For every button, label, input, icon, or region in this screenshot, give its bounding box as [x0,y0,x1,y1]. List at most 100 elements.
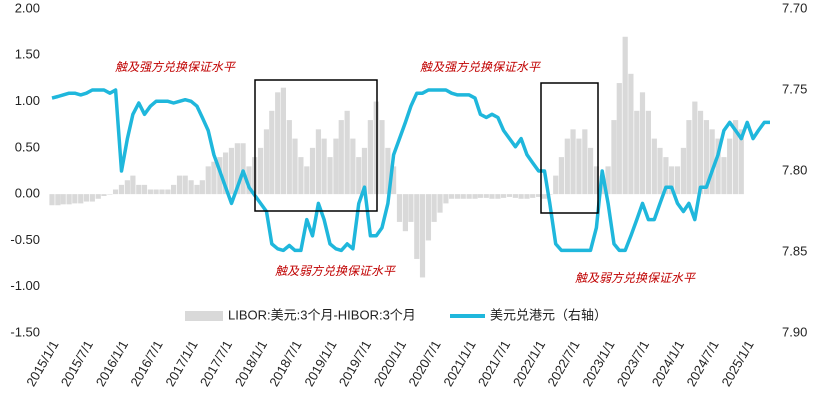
bar [194,184,200,195]
bar [622,36,628,195]
y-tick-label: -1.00 [10,278,40,293]
x-tick-label: 2021/1/1 [440,338,478,389]
bar [49,194,55,206]
bar [304,166,310,195]
bar [257,147,264,195]
bar [535,194,542,197]
bar [83,194,90,202]
x-tick-label: 2016/7/1 [127,338,165,389]
x-tick-label: 2022/1/1 [510,338,548,389]
bar [275,92,281,195]
bar [147,189,153,195]
bar [78,194,84,204]
bar [495,194,501,199]
bar [466,194,472,199]
x-tick-label: 2017/7/1 [197,338,235,389]
bar [489,194,495,199]
bar [419,194,426,278]
bar [721,157,727,195]
bar [587,147,594,195]
bar [361,147,368,195]
bar [130,175,136,195]
bar [634,110,640,195]
annotation: 触及弱方兑换保证水平 [575,271,697,285]
bar [344,110,350,195]
bar [390,166,397,195]
bar [692,101,698,195]
bar [449,194,455,199]
highlight-box [254,79,378,212]
bar [240,143,246,195]
bar [593,166,600,195]
x-tick-label: 2018/7/1 [266,338,304,389]
bar [472,194,478,199]
bar [136,184,142,195]
bar [639,92,646,195]
bar [680,147,687,195]
y-tick-label: 2.00 [15,0,40,15]
bar [663,157,669,195]
bar [141,184,148,195]
bar [518,194,524,199]
bar [396,194,403,222]
bar [234,143,240,195]
x-tick-label: 2022/7/1 [544,338,582,389]
bar [222,152,229,195]
x-tick-label: 2020/7/1 [405,338,443,389]
bar [199,180,205,195]
bar [112,189,119,195]
bar [350,138,356,195]
bar [101,194,107,196]
bar [55,194,61,206]
bar [165,189,171,195]
x-tick-label: 2021/7/1 [475,338,513,389]
bar [408,194,414,222]
x-tick-label: 2025/1/1 [718,338,756,389]
bar [124,180,130,195]
bar [460,194,466,199]
bar [506,194,513,197]
bar [280,87,287,195]
y-tick-label: 0.50 [15,139,40,154]
bar [188,180,194,195]
bar [616,83,622,195]
bar [321,138,327,195]
bar [657,147,663,195]
bar [738,129,744,195]
x-tick-label: 2018/1/1 [232,338,270,389]
bar [727,138,733,195]
bar [211,161,217,195]
bar [402,194,408,232]
bar [60,194,66,205]
bar [246,166,252,195]
bar [611,120,617,195]
y-tick-label: 0.00 [15,186,40,201]
bar [732,120,739,195]
bar [628,73,634,195]
plot-area: -1.50 -1.00 -0.50 0.00 0.50 1.00 1.50 2.00 7.90 7… [10,0,807,389]
bar [356,157,362,195]
legend-label: LIBOR:美元:3个月-HIBOR:3个月 [228,307,416,322]
bar [558,157,565,195]
bar [645,110,651,195]
bar [327,157,333,195]
bar [483,194,489,198]
bar [553,175,559,195]
bar [512,194,518,198]
y2-tick-label: 7.70 [782,0,807,15]
bar [576,138,582,195]
bar [315,129,322,195]
bar [686,120,692,195]
bar [292,138,298,195]
bar [385,147,391,195]
y2-tick-label: 7.90 [782,324,807,339]
bar [703,120,710,195]
bar [477,194,483,198]
bar [269,110,275,195]
bar [333,138,339,195]
annotation: 触及弱方兑换保证水平 [275,264,397,278]
bar [443,194,449,204]
bar [95,194,101,199]
bar [263,129,270,195]
